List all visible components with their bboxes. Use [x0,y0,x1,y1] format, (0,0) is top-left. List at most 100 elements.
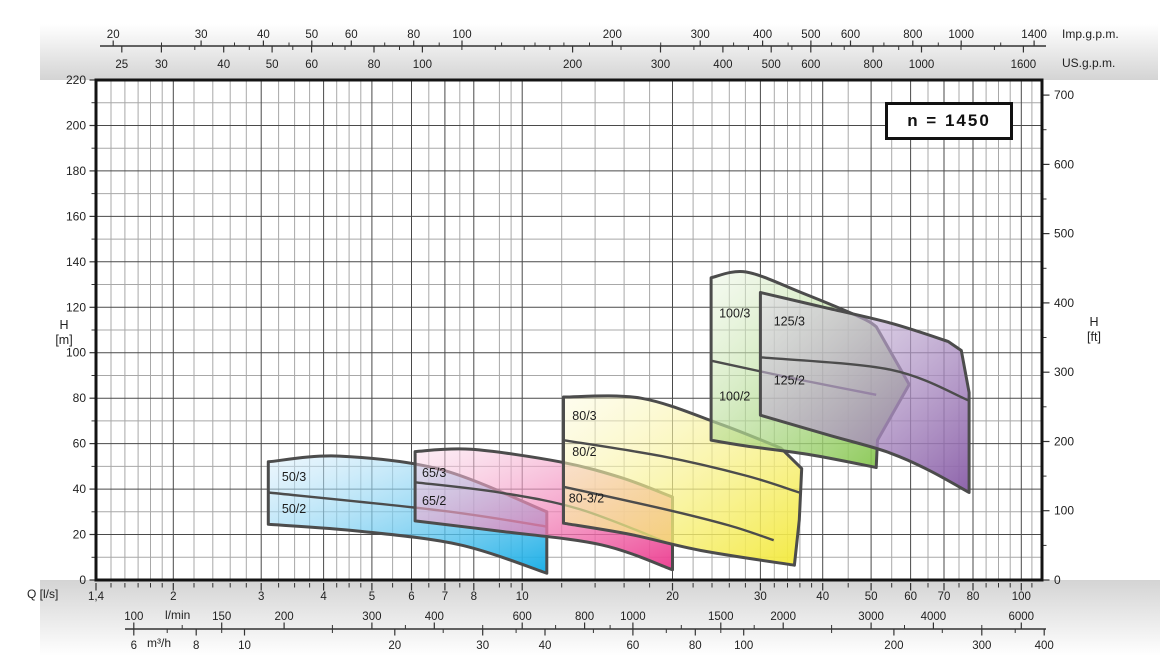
tick-label: 2 [170,591,176,603]
plot-border [94,78,1044,582]
tick-label: 100 [66,346,86,360]
tick-label: 80 [73,391,87,405]
tick-label: 50 [266,59,279,71]
region-label-100/2: 100/2 [719,390,750,404]
head-ft-axis-unit: H [ft] [1076,315,1112,345]
region-labels: 50/3 50/2 65/3 65/2 80/3 80/2 80-3/2 100/3 100/2… [282,307,805,517]
tick-label: 30 [195,29,208,41]
tick-label: 180 [66,164,86,178]
tick-label: 1000 [620,611,646,623]
tick-label: 1,4 [88,591,105,603]
tick-label: 120 [66,300,86,314]
region-label-65/2: 65/2 [422,494,446,508]
tick-label: 40 [257,29,270,41]
tick-label: 400 [1054,296,1074,310]
flow-m3h-axis-unit: m³/h [147,636,171,650]
tick-label: 400 [425,611,444,623]
tick-label: 500 [1054,227,1074,241]
region-80-divider-2 [563,485,775,542]
tick-label: 200 [275,611,294,623]
tick-label: 300 [691,29,710,41]
tick-label: 5 [369,591,375,603]
bottom-axis-wash [40,580,1160,656]
tick-label: 200 [603,29,622,41]
tick-label: 6000 [1009,611,1035,623]
tick-label: 800 [903,29,922,41]
tick-label: 100 [734,640,753,652]
tick-label: 4000 [921,611,947,623]
tick-label: 150 [212,611,231,623]
tick-label: 30 [476,640,489,652]
region-125 [758,291,971,494]
flow-ls-axis-unit: Q [l/s] [27,587,59,601]
region-label-80-3/2: 80-3/2 [569,492,604,506]
region-125-band [758,291,971,494]
tick-label: 500 [762,59,781,71]
tick-label: 400 [753,29,772,41]
tick-label: 40 [73,482,87,496]
region-label-80/3: 80/3 [572,409,596,423]
tick-label: 0 [79,573,86,587]
tick-label: 25 [115,59,128,71]
tick-label: 6 [131,640,137,652]
tick-label: 200 [884,640,903,652]
tick-label: 30 [754,591,767,603]
tick-label: 6 [408,591,414,603]
tick-label: 1000 [909,59,935,71]
tick-label: 1500 [708,611,734,623]
tick-label: 800 [575,611,594,623]
tick-label: 200 [66,119,86,133]
head-m-unit-line1: H [59,318,69,332]
tick-label: 2000 [770,611,796,623]
region-125-divider-1 [760,356,970,402]
tick-label: 300 [972,640,991,652]
tick-label: 0 [1054,573,1061,587]
tick-label: 60 [305,59,318,71]
tick-label: 20 [666,591,679,603]
tick-label: 600 [841,29,860,41]
tick-label: 7 [442,591,448,603]
tick-label: 100 [413,59,432,71]
lmin-m3h-axis: 100 150 200 300 400 600 800 1000 1500 2000 3000 400… [124,611,1054,652]
tick-label: 200 [563,59,582,71]
tick-label: 20 [73,528,87,542]
region-label-50/2: 50/2 [282,502,306,516]
tick-label: 60 [904,591,917,603]
tick-label: 60 [73,437,87,451]
top-axis-wash [40,24,1158,80]
head-ft-unit-line2: [ft] [1087,330,1101,344]
tick-label: 100 [124,611,143,623]
tick-label: 8 [471,591,477,603]
tick-label: 140 [66,255,86,269]
tick-label: 1400 [1021,29,1047,41]
tick-label: 500 [801,29,820,41]
axis-washes [40,24,1160,656]
tick-label: 200 [1054,435,1074,449]
tick-label: 60 [345,29,358,41]
tick-label: 50 [305,29,318,41]
tick-label: 8 [193,640,199,652]
us-gpm-axis-unit: US.g.p.m. [1062,56,1116,70]
flow-lmin-axis-unit: l/min [165,608,191,622]
tick-label: 100 [1054,504,1074,518]
tick-label: 10 [516,591,529,603]
tick-label: 3000 [858,611,884,623]
tick-label: 100 [1012,591,1031,603]
region-label-65/3: 65/3 [422,466,446,480]
region-label-80/2: 80/2 [572,445,596,459]
tick-label: 1600 [1011,59,1037,71]
q-ls-axis: 1,4 2 3 4 5 6 7 8 10 20 30 40 50 60 70 80 100 [88,583,1033,603]
region-label-100/3: 100/3 [719,307,750,321]
tick-label: 80 [967,591,980,603]
head-ft-unit-line1: H [1089,315,1099,329]
tick-label: 60 [627,640,640,652]
region-label-50/3: 50/3 [282,470,306,484]
tick-label: 100 [452,29,471,41]
tick-label: 300 [362,611,381,623]
tick-label: 40 [816,591,829,603]
head-m-unit-line2: [m] [55,333,73,347]
tick-label: 300 [651,59,670,71]
region-label-125/2: 125/2 [774,374,805,388]
tick-label: 800 [864,59,883,71]
